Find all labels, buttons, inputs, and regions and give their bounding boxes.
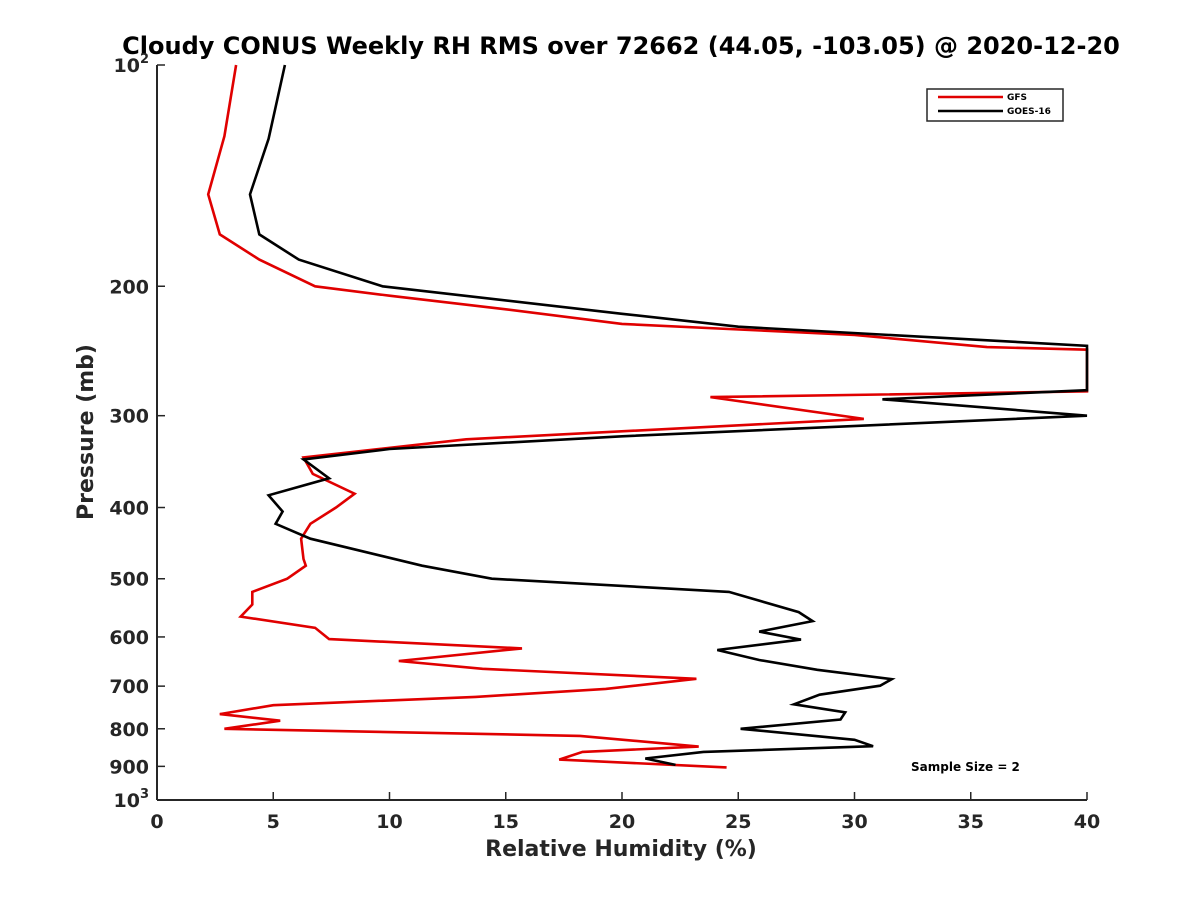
y-tick-label: 500	[109, 569, 149, 591]
y-tick-label: 700	[109, 676, 149, 698]
x-tick-label: 40	[1074, 811, 1100, 833]
x-tick-label: 35	[958, 811, 984, 833]
x-tick-label: 25	[725, 811, 751, 833]
y-tick-label: 600	[109, 627, 149, 649]
plot-lines	[206, 64, 1089, 769]
series-line-goes16	[248, 64, 1089, 767]
x-tick-label: 5	[267, 811, 280, 833]
y-tick-label: 103	[114, 787, 150, 812]
x-axis-label: Relative Humidity (%)	[485, 837, 757, 862]
x-tick-label: 20	[609, 811, 635, 833]
x-tick-label: 0	[150, 811, 163, 833]
y-tick-label: 400	[109, 498, 149, 520]
series-line-gfs	[206, 64, 1089, 769]
y-ticks: 102 200 300 400 500 600 700 800 900 103	[109, 52, 165, 812]
sample-size-annotation: Sample Size = 2	[911, 760, 1020, 774]
legend-label-goes16: GOES-16	[1007, 107, 1051, 117]
chart-title: Cloudy CONUS Weekly RH RMS over 72662 (4…	[122, 32, 1120, 60]
y-tick-label: 102	[114, 52, 150, 77]
y-axis-label: Pressure (mb)	[74, 344, 99, 520]
x-ticks: 0 5 10 15 20 25 30 35 40	[150, 792, 1100, 833]
x-tick-label: 30	[841, 811, 867, 833]
y-tick-label: 300	[109, 406, 149, 428]
legend-box	[926, 88, 1064, 122]
x-tick-label: 10	[376, 811, 402, 833]
y-tick-label: 200	[109, 276, 149, 298]
legend-label-gfs: GFS	[1007, 93, 1027, 103]
x-tick-label: 15	[493, 811, 519, 833]
y-tick-label: 900	[109, 756, 149, 778]
legend: GFS GOES-16	[926, 88, 1064, 122]
y-tick-label: 800	[109, 719, 149, 741]
